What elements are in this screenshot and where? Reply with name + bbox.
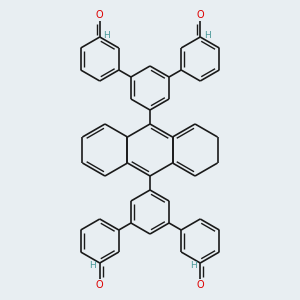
Text: H: H <box>204 31 211 40</box>
Text: H: H <box>89 260 96 269</box>
Text: O: O <box>96 10 103 20</box>
Text: H: H <box>103 31 110 40</box>
Text: O: O <box>196 280 204 290</box>
Text: O: O <box>96 280 103 290</box>
Text: O: O <box>196 10 204 20</box>
Text: H: H <box>190 260 196 269</box>
